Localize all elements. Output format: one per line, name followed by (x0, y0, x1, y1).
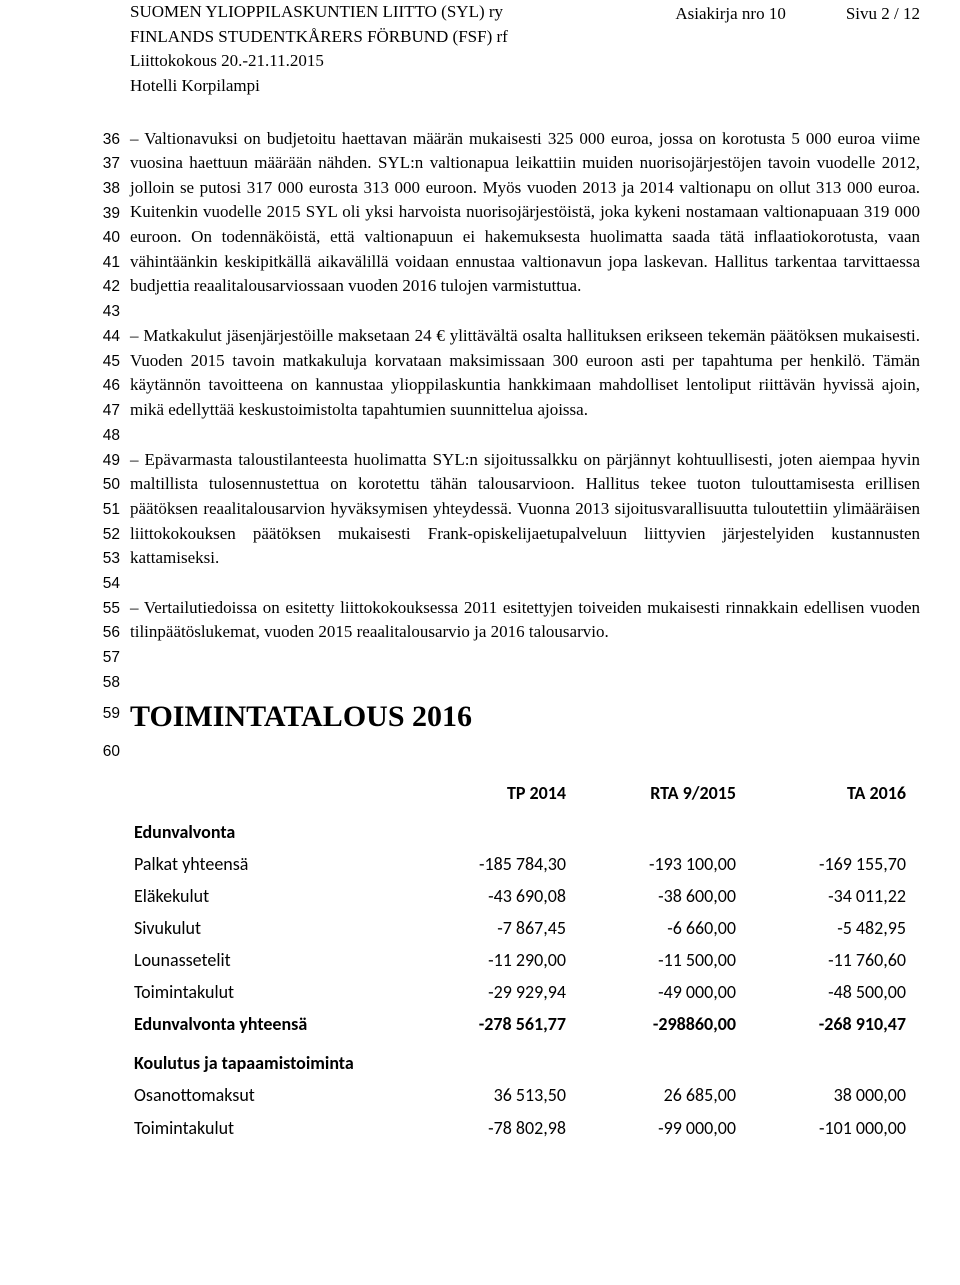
table-header-cell: TP 2014 (400, 777, 570, 809)
body-area: 3637383940414243444546474849505152535455… (40, 127, 920, 757)
table-header-row: TP 2014RTA 9/2015TA 2016 (130, 777, 910, 809)
table-section-title: Edunvalvonta (130, 809, 910, 848)
table-section-header: Koulutus ja tapaamistoiminta (130, 1040, 910, 1079)
table-cell: -11 290,00 (400, 944, 570, 976)
line-number: 39 (103, 203, 120, 225)
line-number: 53 (103, 548, 120, 570)
table-total-cell: -298860,00 (570, 1008, 740, 1040)
line-number: 60 (103, 741, 120, 763)
line-number: 56 (103, 622, 120, 644)
table-cell: Lounassetelit (130, 944, 400, 976)
meeting-dates: Liittokokous 20.-21.11.2015 (130, 49, 675, 74)
line-number: 47 (103, 400, 120, 422)
table-row: Eläkekulut-43 690,08-38 600,00-34 011,22 (130, 880, 910, 912)
body-text: – Valtionavuksi on budjetoitu haettavan … (130, 127, 920, 757)
header-right: Asiakirja nro 10 Sivu 2 / 12 (675, 0, 920, 27)
table-total-cell: Edunvalvonta yhteensä (130, 1008, 400, 1040)
table-cell: Toimintakulut (130, 976, 400, 1008)
table-cell: Sivukulut (130, 912, 400, 944)
line-number: 54 (103, 573, 120, 595)
page-number: Sivu 2 / 12 (846, 2, 920, 27)
line-number: 36 (103, 129, 120, 151)
table-cell: 36 513,50 (400, 1079, 570, 1111)
budget-table-wrap: TP 2014RTA 9/2015TA 2016EdunvalvontaPalk… (130, 777, 920, 1144)
document-number: Asiakirja nro 10 (675, 2, 785, 27)
line-number: 38 (103, 178, 120, 200)
table-cell: -11 500,00 (570, 944, 740, 976)
line-number: 48 (103, 425, 120, 447)
line-number: 51 (103, 499, 120, 521)
paragraph-1: – Valtionavuksi on budjetoitu haettavan … (130, 127, 920, 299)
line-number: 44 (103, 326, 120, 348)
blank-line (130, 739, 920, 757)
budget-table: TP 2014RTA 9/2015TA 2016EdunvalvontaPalk… (130, 777, 910, 1144)
table-total-cell: -278 561,77 (400, 1008, 570, 1040)
table-cell: Palkat yhteensä (130, 848, 400, 880)
table-cell: -169 155,70 (740, 848, 910, 880)
table-cell: -6 660,00 (570, 912, 740, 944)
table-cell: 38 000,00 (740, 1079, 910, 1111)
line-number: 45 (103, 351, 120, 373)
blank-line (130, 299, 920, 324)
line-number: 50 (103, 474, 120, 496)
line-number: 49 (103, 450, 120, 472)
org-name-sv: FINLANDS STUDENTKÅRERS FÖRBUND (FSF) rf (130, 25, 675, 50)
table-row: Sivukulut-7 867,45-6 660,00-5 482,95 (130, 912, 910, 944)
table-total-row: Edunvalvonta yhteensä-278 561,77-298860,… (130, 1008, 910, 1040)
page-header: SUOMEN YLIOPPILASKUNTIEN LIITTO (SYL) ry… (40, 0, 920, 99)
table-row: Lounassetelit-11 290,00-11 500,00-11 760… (130, 944, 910, 976)
table-cell: -193 100,00 (570, 848, 740, 880)
table-header-cell (130, 777, 400, 809)
table-cell: -48 500,00 (740, 976, 910, 1008)
table-row: Toimintakulut-78 802,98-99 000,00-101 00… (130, 1112, 910, 1144)
line-number: 55 (103, 598, 120, 620)
line-number: 42 (103, 276, 120, 298)
blank-line (130, 645, 920, 670)
table-row: Toimintakulut-29 929,94-49 000,00-48 500… (130, 976, 910, 1008)
blank-line (130, 423, 920, 448)
line-number: 37 (103, 153, 120, 175)
line-number: 57 (103, 647, 120, 669)
table-cell: -11 760,60 (740, 944, 910, 976)
line-number: 43 (103, 301, 120, 323)
line-number: 40 (103, 227, 120, 249)
table-cell: -49 000,00 (570, 976, 740, 1008)
table-cell: -38 600,00 (570, 880, 740, 912)
table-cell: -7 867,45 (400, 912, 570, 944)
table-cell: -43 690,08 (400, 880, 570, 912)
table-cell: -5 482,95 (740, 912, 910, 944)
line-number: 46 (103, 375, 120, 397)
line-number: 59 (103, 703, 120, 725)
venue: Hotelli Korpilampi (130, 74, 675, 99)
org-name-fi: SUOMEN YLIOPPILASKUNTIEN LIITTO (SYL) ry (130, 0, 675, 25)
table-cell: -185 784,30 (400, 848, 570, 880)
table-row: Palkat yhteensä-185 784,30-193 100,00-16… (130, 848, 910, 880)
line-number: 41 (103, 252, 120, 274)
section-heading: TOIMINTATALOUS 2016 (130, 695, 920, 739)
line-number: 58 (103, 672, 120, 694)
line-number: 52 (103, 524, 120, 546)
table-header-cell: RTA 9/2015 (570, 777, 740, 809)
table-cell: -99 000,00 (570, 1112, 740, 1144)
table-cell: -29 929,94 (400, 976, 570, 1008)
header-left: SUOMEN YLIOPPILASKUNTIEN LIITTO (SYL) ry… (130, 0, 675, 99)
paragraph-4: – Vertailutiedoissa on esitetty liittoko… (130, 596, 920, 645)
table-row: Osanottomaksut36 513,5026 685,0038 000,0… (130, 1079, 910, 1111)
table-section-header: Edunvalvonta (130, 809, 910, 848)
table-cell: -34 011,22 (740, 880, 910, 912)
blank-line (130, 571, 920, 596)
table-cell: -101 000,00 (740, 1112, 910, 1144)
blank-line (130, 670, 920, 695)
table-cell: Eläkekulut (130, 880, 400, 912)
table-cell: -78 802,98 (400, 1112, 570, 1144)
table-total-cell: -268 910,47 (740, 1008, 910, 1040)
table-cell: Toimintakulut (130, 1112, 400, 1144)
table-cell: 26 685,00 (570, 1079, 740, 1111)
table-section-title: Koulutus ja tapaamistoiminta (130, 1040, 910, 1079)
table-cell: Osanottomaksut (130, 1079, 400, 1111)
paragraph-3: – Epävarmasta taloustilanteesta huolimat… (130, 448, 920, 571)
paragraph-2: – Matkakulut jäsenjärjestöille maksetaan… (130, 324, 920, 423)
table-header-cell: TA 2016 (740, 777, 910, 809)
